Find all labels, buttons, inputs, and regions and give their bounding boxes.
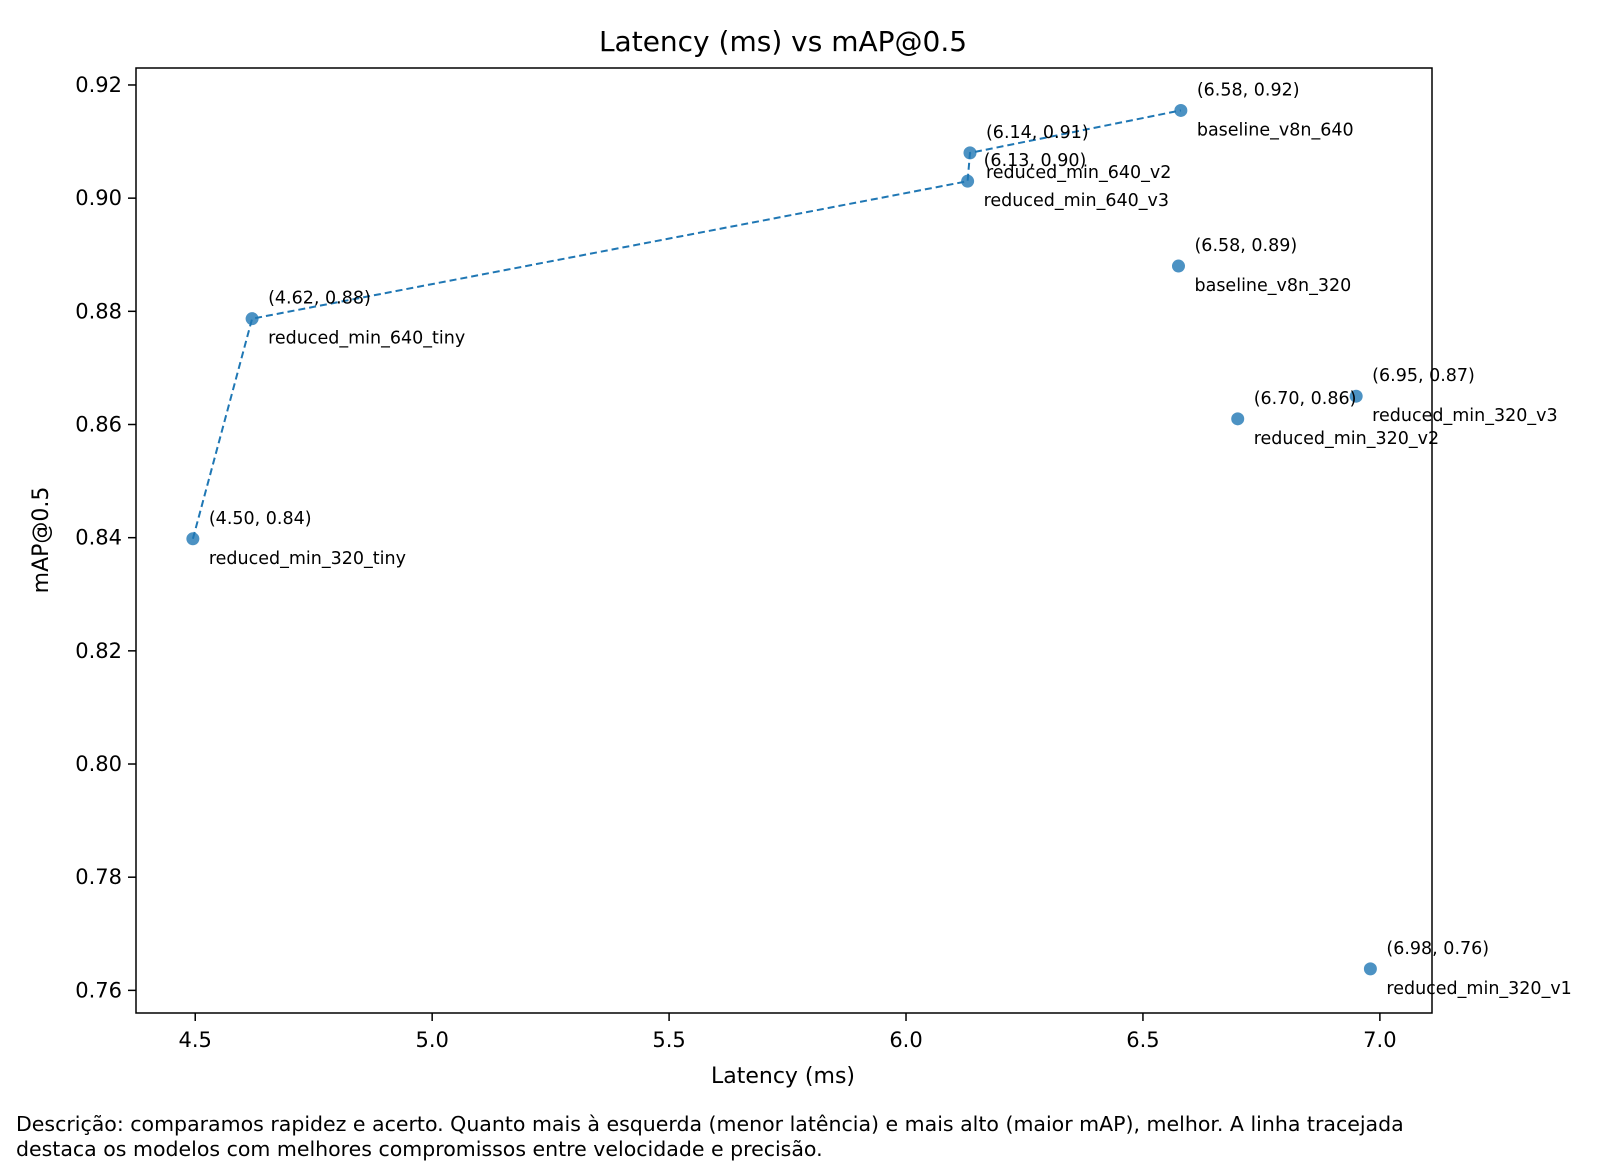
point-coord-label: (6.98, 0.76) (1386, 939, 1489, 959)
x-tick-label: 4.5 (179, 1028, 212, 1052)
x-axis-label: Latency (ms) (711, 1064, 855, 1089)
chart-description: Descrição: comparamos rapidez e acerto. … (16, 1112, 1404, 1161)
point-name-label: reduced_min_640_v3 (984, 191, 1169, 211)
x-tick-label: 6.5 (1126, 1028, 1159, 1052)
data-point (963, 146, 977, 160)
point-coord-label: (6.95, 0.87) (1372, 366, 1475, 386)
data-point (1171, 259, 1185, 273)
data-point (1231, 412, 1245, 426)
data-point (961, 174, 975, 188)
data-point (186, 532, 200, 546)
y-tick-label: 0.82 (75, 639, 122, 663)
x-tick-label: 6.0 (889, 1028, 922, 1052)
point-coord-label: (6.70, 0.86) (1254, 389, 1357, 409)
y-tick-label: 0.90 (75, 186, 122, 210)
y-tick-label: 0.92 (75, 73, 122, 97)
point-coord-label: (6.58, 0.89) (1194, 236, 1297, 256)
chart-title: Latency (ms) vs mAP@0.5 (599, 25, 967, 58)
y-axis-ticks: 0.76 0.78 0.80 0.82 0.84 0.86 0.88 0.90 0.92 (75, 73, 136, 1002)
point-coord-label: (6.14, 0.91) (986, 123, 1089, 143)
y-tick-label: 0.86 (75, 412, 122, 436)
data-point (1349, 389, 1363, 403)
point-name-label: reduced_min_320_v1 (1386, 979, 1571, 999)
data-point (1363, 962, 1377, 976)
point-name-label: reduced_min_320_v3 (1372, 406, 1557, 426)
point-name-label: baseline_v8n_640 (1197, 120, 1354, 140)
point-coord-label: (6.58, 0.92) (1197, 80, 1300, 100)
data-point (1174, 103, 1188, 117)
y-tick-label: 0.80 (75, 752, 122, 776)
point-name-label: reduced_min_320_v2 (1254, 429, 1439, 449)
y-tick-label: 0.84 (75, 526, 122, 550)
data-points: (6.58, 0.92) baseline_v8n_640 (6.14, 0.91)… (186, 80, 1572, 999)
x-tick-label: 7.0 (1363, 1028, 1396, 1052)
scatter-chart: Latency (ms) vs mAP@0.5 4.5 5.0 5.5 6.0 6.5 7… (29, 25, 1572, 1089)
point-name-label: reduced_min_640_v2 (986, 163, 1171, 183)
x-tick-label: 5.0 (415, 1028, 448, 1052)
y-tick-label: 0.76 (75, 978, 122, 1002)
y-tick-label: 0.78 (75, 865, 122, 889)
x-tick-label: 5.5 (652, 1028, 685, 1052)
y-tick-label: 0.88 (75, 299, 122, 323)
y-axis-label: mAP@0.5 (29, 487, 54, 594)
plot-frame (135, 67, 1433, 1014)
point-name-label: baseline_v8n_320 (1194, 276, 1351, 296)
point-coord-label: (4.62, 0.88) (268, 289, 371, 309)
point-coord-label: (4.50, 0.84) (209, 509, 312, 529)
data-point (245, 312, 259, 326)
point-coord-label: (6.13, 0.90) (984, 151, 1087, 171)
pareto-line (191, 109, 1182, 540)
x-axis-ticks: 4.5 5.0 5.5 6.0 6.5 7.0 (179, 1013, 1397, 1052)
point-name-label: reduced_min_320_tiny (209, 549, 406, 569)
point-name-label: reduced_min_640_tiny (268, 329, 465, 349)
